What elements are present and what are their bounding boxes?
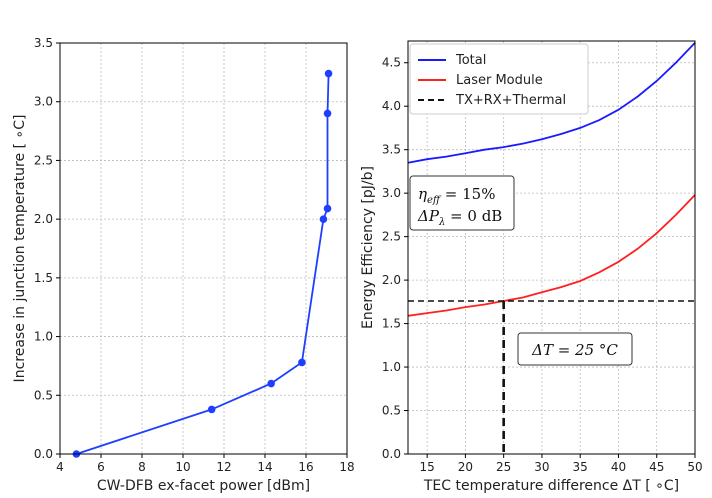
y-tick-label: 1.5 <box>382 317 401 331</box>
right-series-layer <box>407 42 696 454</box>
eta-sub: eff <box>427 195 442 206</box>
left-x-axis-label: CW-DFB ex-facet power [dBm] <box>97 478 310 494</box>
dp-main: ΔP <box>417 207 440 225</box>
right-plot-frame <box>407 40 696 455</box>
data-point <box>267 379 275 388</box>
x-tick-label: 50 <box>687 460 702 474</box>
x-tick-label: 6 <box>97 460 105 474</box>
data-point <box>207 405 216 414</box>
y-tick-label: 1.0 <box>34 330 53 344</box>
left-chart: 4 6 8 10 12 14 16 18 0.0 0.5 1.0 1.5 2.0 2.5 3.0 3.5 C… <box>12 36 355 494</box>
x-tick-label: 15 <box>419 460 434 474</box>
eta-main: η <box>418 185 427 203</box>
left-grid <box>59 42 348 455</box>
data-point <box>319 215 328 223</box>
x-tick-label: 20 <box>458 460 473 474</box>
y-tick-label: 3.5 <box>382 143 401 157</box>
y-tick-label: 0.0 <box>34 447 53 461</box>
y-tick-label: 3.0 <box>382 186 401 200</box>
left-series-layer <box>72 69 333 458</box>
y-tick-label: 4.5 <box>382 56 401 70</box>
legend-box <box>409 43 589 115</box>
right-chart: 15 20 25 30 35 40 45 50 0.0 0.5 1.0 1.5 2.0 2.5 3.0 3.… <box>360 40 703 494</box>
left-y-ticks: 0.0 0.5 1.0 1.5 2.0 2.5 3.0 3.5 <box>34 36 60 461</box>
x-tick-label: 8 <box>138 460 146 474</box>
x-tick-label: 30 <box>534 460 549 474</box>
y-tick-label: 0.5 <box>34 388 53 402</box>
x-tick-label: 14 <box>257 460 272 474</box>
x-tick-label: 16 <box>298 460 313 474</box>
y-tick-label: 4.0 <box>382 99 401 113</box>
left-y-axis-label: Increase in junction temperature [ ∘C] <box>12 115 28 383</box>
annotation-deltap-text: ΔPλ = 0 dB <box>417 207 502 228</box>
y-tick-label: 0.0 <box>382 447 401 461</box>
x-tick-label: 10 <box>175 460 190 474</box>
y-tick-label: 2.5 <box>34 153 53 167</box>
dp-sub: λ <box>438 217 445 228</box>
data-point <box>298 358 306 367</box>
series-line-main <box>76 73 330 455</box>
eta-rest: = 15% <box>440 185 495 203</box>
y-tick-label: 2.0 <box>382 273 401 287</box>
x-tick-label: 12 <box>216 460 231 474</box>
annotation-deltat-box <box>517 332 633 366</box>
x-tick-label: 18 <box>339 460 354 474</box>
data-point <box>324 69 333 78</box>
y-tick-label: 3.5 <box>34 36 53 50</box>
legend-label-laser-module: Laser Module <box>456 73 543 88</box>
annotation-eta-deltap: ηeff = 15% ΔPλ = 0 dB <box>409 175 515 231</box>
x-tick-label: 25 <box>496 460 511 474</box>
right-legend: Total Laser Module TX+RX+Thermal <box>409 43 589 115</box>
annotation-eta-text: ηeff = 15% <box>418 185 495 206</box>
left-plot-frame <box>59 42 348 455</box>
legend-label-tx-rx-thermal: TX+RX+Thermal <box>455 93 566 108</box>
x-tick-label: 40 <box>611 460 626 474</box>
annotation-deltat-text: ΔT = 25 °C <box>531 341 618 359</box>
right-x-axis-label: TEC temperature difference ΔT [ ∘C] <box>423 478 679 494</box>
y-tick-label: 3.0 <box>34 95 53 109</box>
y-tick-label: 2.0 <box>34 212 53 226</box>
right-y-ticks: 0.0 0.5 1.0 1.5 2.0 2.5 3.0 3.5 4.0 4.5 <box>382 56 408 461</box>
annotation-deltat: ΔT = 25 °C <box>517 332 633 366</box>
left-x-ticks: 4 6 8 10 12 14 16 18 <box>56 454 355 474</box>
data-point <box>323 109 332 118</box>
y-tick-label: 0.5 <box>382 404 401 418</box>
series-line-total <box>407 42 696 164</box>
x-tick-label: 35 <box>573 460 588 474</box>
series-line-laser-module <box>407 194 696 317</box>
x-tick-label: 45 <box>649 460 664 474</box>
y-tick-label: 1.0 <box>382 360 401 374</box>
legend-label-total: Total <box>455 53 486 68</box>
x-tick-label: 4 <box>56 460 64 474</box>
annotation-eta-box <box>409 175 515 231</box>
dp-rest: = 0 dB <box>445 207 502 225</box>
data-point <box>323 204 332 213</box>
right-y-axis-label: Energy Efficiency [pJ/b] <box>360 166 376 329</box>
right-x-ticks: 15 20 25 30 35 40 45 50 <box>419 454 703 474</box>
y-tick-label: 2.5 <box>382 230 401 244</box>
y-tick-label: 1.5 <box>34 271 53 285</box>
